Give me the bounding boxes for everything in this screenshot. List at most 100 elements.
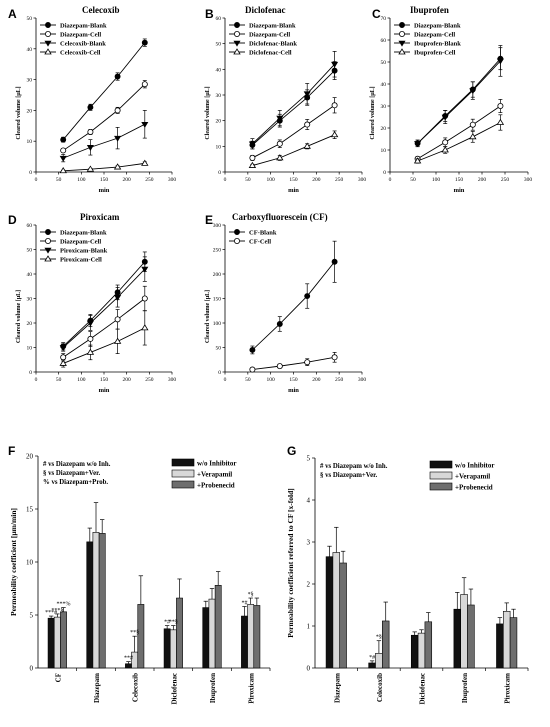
data-point <box>442 139 449 146</box>
legend-label: Diazepam-Cell <box>249 32 290 39</box>
x-tick-label: 100 <box>77 377 86 383</box>
legend-swatch <box>171 480 195 489</box>
data-point <box>59 345 67 352</box>
x-tick-label: 100 <box>267 177 276 183</box>
x-tick-label: 300 <box>168 377 177 383</box>
significance-label: *# <box>164 620 170 626</box>
bar <box>417 632 426 669</box>
y-tick-label: 20 <box>27 108 33 114</box>
series-diazepam-blank <box>414 47 504 148</box>
series-cf-cell <box>249 352 338 373</box>
legend-marker <box>398 40 406 47</box>
y-tick-label: 20 <box>27 321 33 327</box>
note-text: # vs Diazepam w/o Inh. <box>320 463 388 470</box>
x-tick-label: 50 <box>56 377 62 383</box>
data-point <box>276 321 283 327</box>
data-point <box>249 366 256 373</box>
data-point <box>60 147 67 154</box>
y-tick-label: 2 <box>307 581 311 589</box>
legend-label: +Probenecid <box>197 482 235 490</box>
series-line <box>252 134 335 167</box>
series-diazepam-blank <box>60 251 148 351</box>
data-point <box>60 354 67 361</box>
bar <box>202 607 210 669</box>
panel-letter: E <box>205 213 213 227</box>
bar-panel-f: F 0 5 10 15 20 Permeability coefficient [µm/mi… <box>8 444 271 705</box>
x-tick-label: 300 <box>358 377 367 383</box>
x-tick-label: 250 <box>335 177 344 183</box>
x-tick-label: 150 <box>289 377 298 383</box>
data-point <box>87 104 94 111</box>
bar <box>339 562 347 669</box>
bar <box>332 552 341 669</box>
note-text: # vs Diazepam w/o Inh. <box>43 461 111 468</box>
bar <box>98 533 106 669</box>
legend-label: CF-Cell <box>249 239 271 246</box>
series-diclofenac-blank <box>248 51 339 150</box>
significance-label: ***# <box>45 610 57 616</box>
data-point <box>330 131 339 138</box>
y-tick-label: 60 <box>27 223 33 229</box>
y-tick-label: 50 <box>216 42 222 48</box>
data-point <box>304 121 311 128</box>
x-axis-label: min <box>99 387 110 394</box>
data-point <box>86 145 94 151</box>
y-tick-label: 50 <box>27 16 33 22</box>
y-tick-label: 300 <box>213 223 222 229</box>
chart-title: Piroxicam <box>80 212 120 222</box>
legend-marker <box>399 22 405 28</box>
y-tick-label: 20 <box>26 453 34 461</box>
data-point <box>331 258 338 265</box>
data-point <box>469 121 476 128</box>
x-tick-label: 250 <box>145 377 154 383</box>
series-line <box>62 298 146 358</box>
legend-swatch <box>171 469 195 478</box>
x-tick-label: 0 <box>389 177 392 183</box>
data-point <box>441 114 449 121</box>
series-line <box>252 104 335 159</box>
series-line <box>63 327 145 364</box>
data-point <box>249 347 256 353</box>
bar <box>368 662 376 669</box>
legend-marker <box>45 237 52 244</box>
legend-label: Ibuprofen-Cell <box>414 50 456 57</box>
data-point <box>114 73 121 80</box>
y-tick-label: 50 <box>381 60 387 66</box>
category-label: Diazepam <box>333 673 341 703</box>
bar <box>163 628 171 669</box>
y-tick-label: 0 <box>218 170 221 176</box>
y-tick-label: 15 <box>26 506 34 514</box>
y-tick-label: 0 <box>30 665 34 673</box>
category-label: CF <box>54 673 62 682</box>
series-line <box>252 63 335 145</box>
significance-label: **# <box>124 656 133 662</box>
data-point <box>276 115 284 122</box>
data-point <box>303 91 311 98</box>
x-tick-label: 250 <box>335 377 344 383</box>
legend-swatch <box>429 482 453 491</box>
x-tick-label: 200 <box>123 377 132 383</box>
data-point <box>141 39 148 46</box>
significance-label: **§ <box>130 630 139 636</box>
y-axis-label: Cleared volume [µL] <box>205 290 211 343</box>
x-tick-label: 100 <box>77 177 86 183</box>
x-tick-label: 50 <box>245 377 251 383</box>
bar <box>325 556 334 669</box>
x-tick-label: 0 <box>35 377 38 383</box>
x-axis-label: min <box>288 387 299 394</box>
x-tick-label: 150 <box>100 377 109 383</box>
line-panel-d: D Piroxicam 0 50 100 150 200 250 300 0 10 20 30 40 50 6… <box>8 212 176 394</box>
data-point <box>141 159 149 166</box>
legend-label: CF-Blank <box>249 230 277 237</box>
panel-letter: D <box>8 213 17 227</box>
data-point <box>141 266 149 273</box>
data-point <box>113 337 122 344</box>
y-tick-label: 0 <box>218 370 221 376</box>
legend-label: Diclofenac-Cell <box>249 50 292 57</box>
data-point <box>86 165 95 172</box>
bar <box>382 620 390 669</box>
significance-label: ***§ <box>51 608 63 614</box>
data-point <box>141 324 149 331</box>
chart-title: Celecoxib <box>82 5 120 15</box>
series-diazepam-blank <box>249 61 338 150</box>
